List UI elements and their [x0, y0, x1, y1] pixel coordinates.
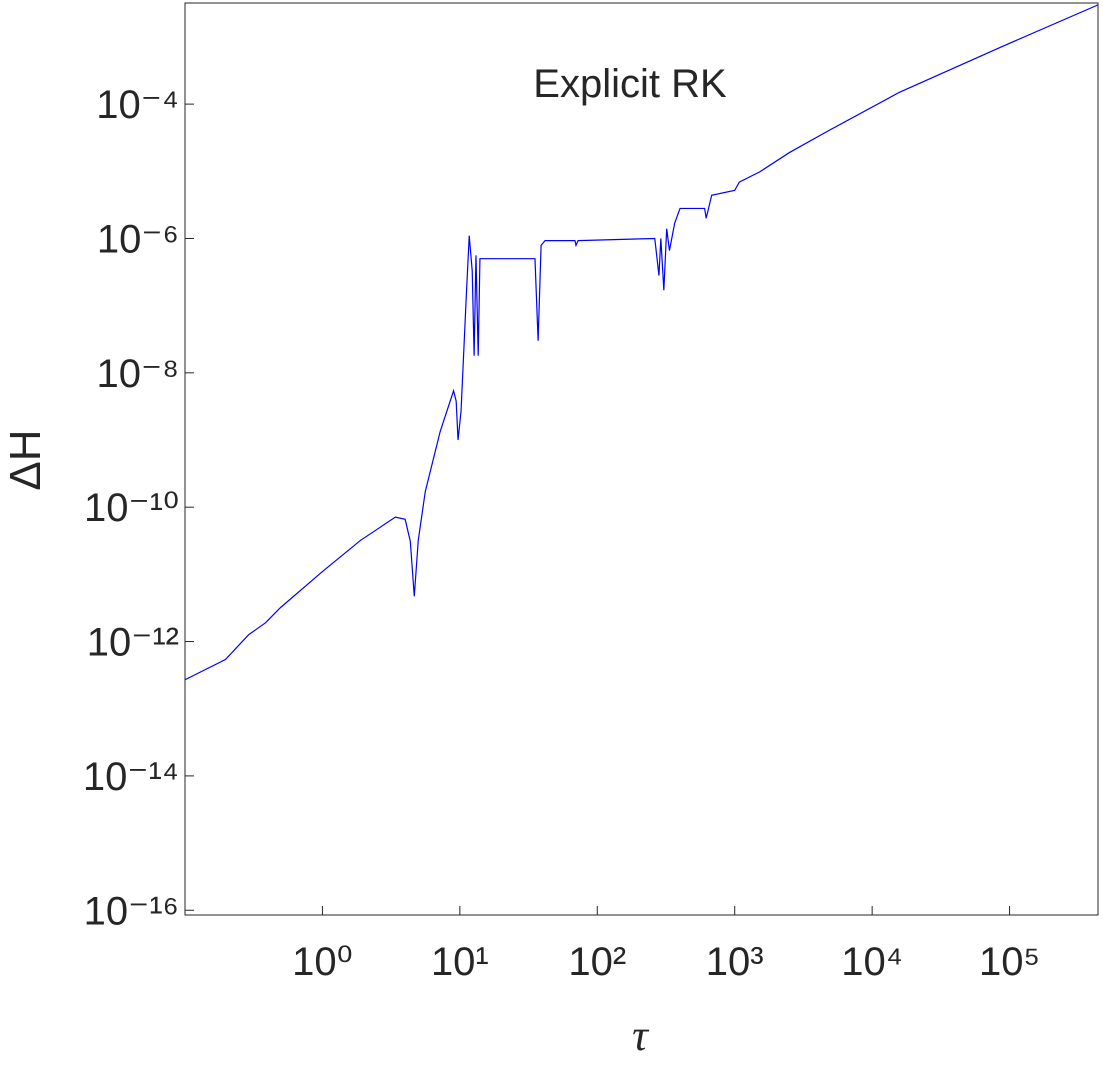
- y-tick-label: 10⁻⁶: [97, 217, 179, 261]
- x-tick-label: 10²: [568, 940, 626, 984]
- y-tick-label: 10⁻¹⁴: [83, 755, 179, 799]
- annotation: Explicit RK: [533, 62, 727, 106]
- x-tick-label: 10¹: [431, 940, 489, 984]
- x-tick-label: 10³: [706, 940, 764, 984]
- x-tick-label: 10⁴: [841, 940, 903, 984]
- x-tick-label: 10⁵: [979, 940, 1040, 984]
- y-tick-label: 10⁻¹⁶: [84, 889, 179, 933]
- data-line: [184, 4, 1099, 681]
- y-tick-label: 10⁻¹⁰: [84, 486, 179, 530]
- y-axis-label: ΔH: [1, 429, 50, 490]
- x-axis-label: τ: [632, 1011, 650, 1060]
- plot-frame: [184, 2, 1099, 916]
- y-tick-label: 10⁻¹²: [87, 621, 179, 665]
- x-tick-label: 10⁰: [292, 940, 353, 984]
- y-tick-label: 10⁻⁸: [97, 352, 179, 396]
- y-tick-label: 10⁻⁴: [96, 83, 179, 127]
